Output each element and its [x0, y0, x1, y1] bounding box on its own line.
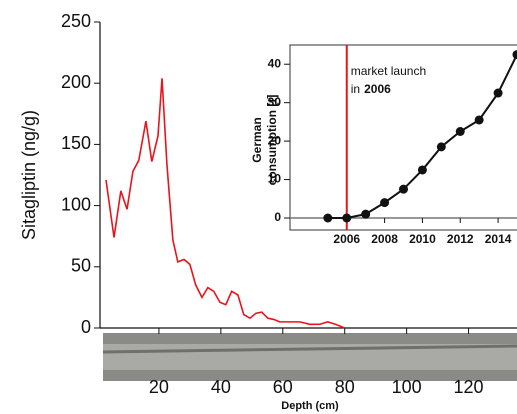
y-tick-label: 10 — [268, 172, 282, 186]
y-axis-label: Sitagliptin (ng/g) — [19, 110, 39, 240]
annotation: market launch — [351, 64, 426, 78]
y-tick-label: 50 — [71, 256, 91, 276]
data-point — [361, 209, 371, 219]
y-tick-label: 30 — [268, 95, 282, 109]
annotation: in 2006 — [351, 82, 391, 96]
x-tick-label: 2010 — [409, 232, 436, 246]
y-tick-label: 20 — [268, 133, 282, 147]
y-tick-label: 250 — [61, 11, 91, 31]
y-axis-label: German — [250, 117, 264, 162]
x-tick-label: 2014 — [485, 232, 512, 246]
x-tick-label: 100 — [392, 377, 422, 397]
x-tick-label: 120 — [454, 377, 484, 397]
data-point — [493, 88, 503, 98]
core-image-streak — [102, 344, 517, 354]
data-point — [323, 213, 333, 223]
x-tick-label: 80 — [335, 377, 355, 397]
data-point — [455, 127, 465, 136]
x-tick-label: 2008 — [371, 232, 398, 246]
inset-frame — [289, 44, 517, 231]
x-tick-label: 40 — [211, 377, 231, 397]
annotation-text: in — [351, 82, 360, 96]
data-point — [512, 50, 517, 60]
y-tick-label: 200 — [61, 72, 91, 92]
data-point — [474, 115, 484, 125]
x-axis-label: Depth (cm) — [281, 400, 339, 412]
x-tick-label: 60 — [273, 377, 293, 397]
data-point — [399, 184, 408, 194]
y-axis-label: consumption [t] — [265, 95, 279, 186]
y-tick-label: 0 — [274, 210, 281, 224]
data-point — [342, 213, 352, 223]
y-tick-label: 100 — [61, 194, 91, 214]
x-tick-label: 20 — [149, 377, 169, 397]
y-tick-label: 150 — [61, 133, 91, 153]
x-tick-label: 2006 — [333, 232, 360, 246]
annotation-year: 2006 — [364, 82, 391, 96]
y-tick-label: 0 — [81, 317, 91, 337]
data-point — [417, 165, 427, 175]
x-tick-label: 2012 — [447, 232, 474, 246]
data-line — [105, 78, 346, 329]
data-point — [436, 142, 446, 152]
y-tick-label: 40 — [268, 56, 282, 70]
data-point — [380, 198, 390, 208]
